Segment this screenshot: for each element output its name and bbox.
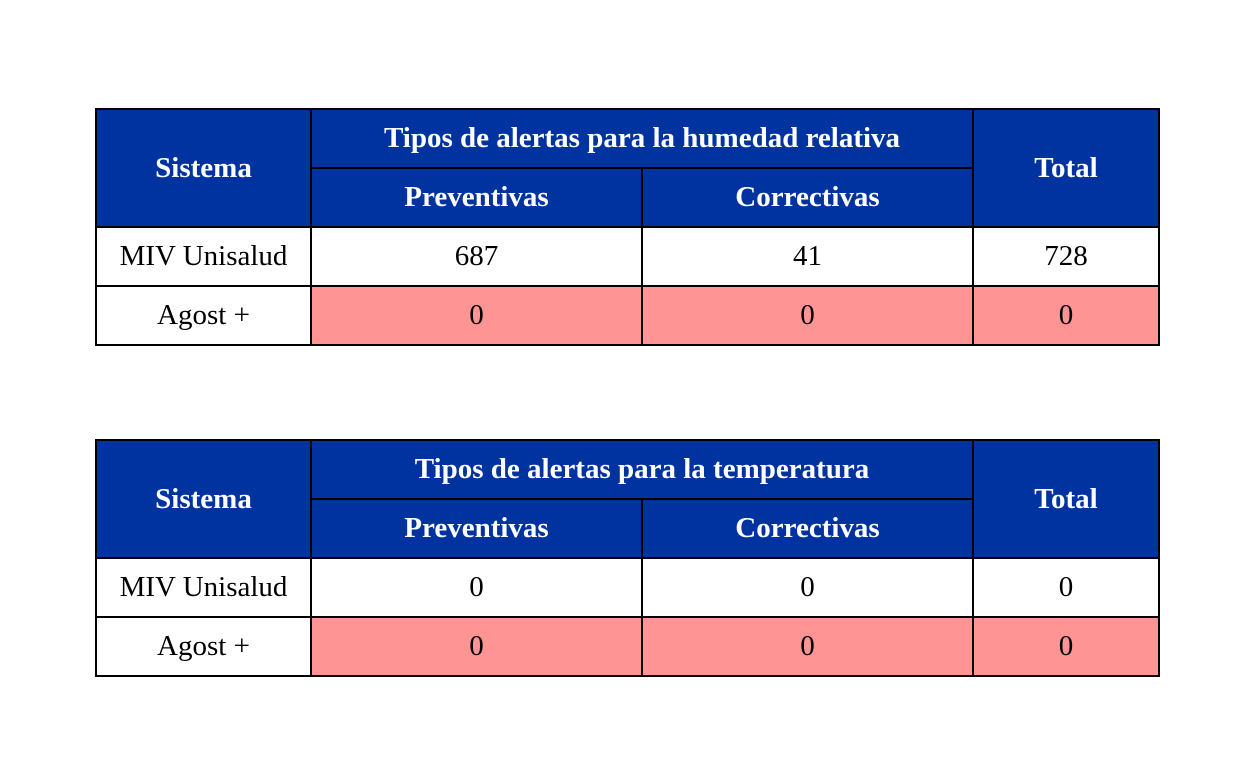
total-cell: 0 <box>972 616 1160 677</box>
table-row: Agost + 0 0 0 <box>95 285 1160 346</box>
table-row: Agost + 0 0 0 <box>95 616 1160 677</box>
preventivas-cell: 0 <box>310 557 643 618</box>
sistema-header: Sistema <box>95 108 312 228</box>
preventivas-cell: 687 <box>310 226 643 287</box>
table-header-row: Sistema Tipos de alertas para la humedad… <box>95 108 1160 228</box>
total-header: Total <box>972 439 1160 559</box>
total-cell: 0 <box>972 557 1160 618</box>
table-subheader-row: Preventivas Correctivas <box>96 498 1159 559</box>
preventivas-cell: 0 <box>310 285 643 346</box>
correctivas-cell: 0 <box>641 285 974 346</box>
group-title-header: Tipos de alertas para la temperatura <box>310 439 974 500</box>
sistema-cell: Agost + <box>95 285 312 346</box>
total-header: Total <box>972 108 1160 228</box>
sistema-header: Sistema <box>95 439 312 559</box>
correctivas-header: Correctivas <box>641 167 974 228</box>
table-row: MIV Unisalud 0 0 0 <box>95 557 1160 618</box>
total-cell: 0 <box>972 285 1160 346</box>
table-row: MIV Unisalud 687 41 728 <box>95 226 1160 287</box>
temperature-alerts-table: Sistema Tipos de alertas para la tempera… <box>95 439 1160 677</box>
correctivas-header: Correctivas <box>641 498 974 559</box>
correctivas-cell: 41 <box>641 226 974 287</box>
table-header-row: Sistema Tipos de alertas para la tempera… <box>95 439 1160 559</box>
group-title-header: Tipos de alertas para la humedad relativ… <box>310 108 974 169</box>
preventivas-header: Preventivas <box>310 498 643 559</box>
table-subheader-row: Preventivas Correctivas <box>96 167 1159 228</box>
sistema-cell: MIV Unisalud <box>95 226 312 287</box>
sistema-cell: MIV Unisalud <box>95 557 312 618</box>
correctivas-cell: 0 <box>641 616 974 677</box>
humidity-alerts-table: Sistema Tipos de alertas para la humedad… <box>95 108 1160 346</box>
correctivas-cell: 0 <box>641 557 974 618</box>
sistema-cell: Agost + <box>95 616 312 677</box>
total-cell: 728 <box>972 226 1160 287</box>
preventivas-header: Preventivas <box>310 167 643 228</box>
preventivas-cell: 0 <box>310 616 643 677</box>
